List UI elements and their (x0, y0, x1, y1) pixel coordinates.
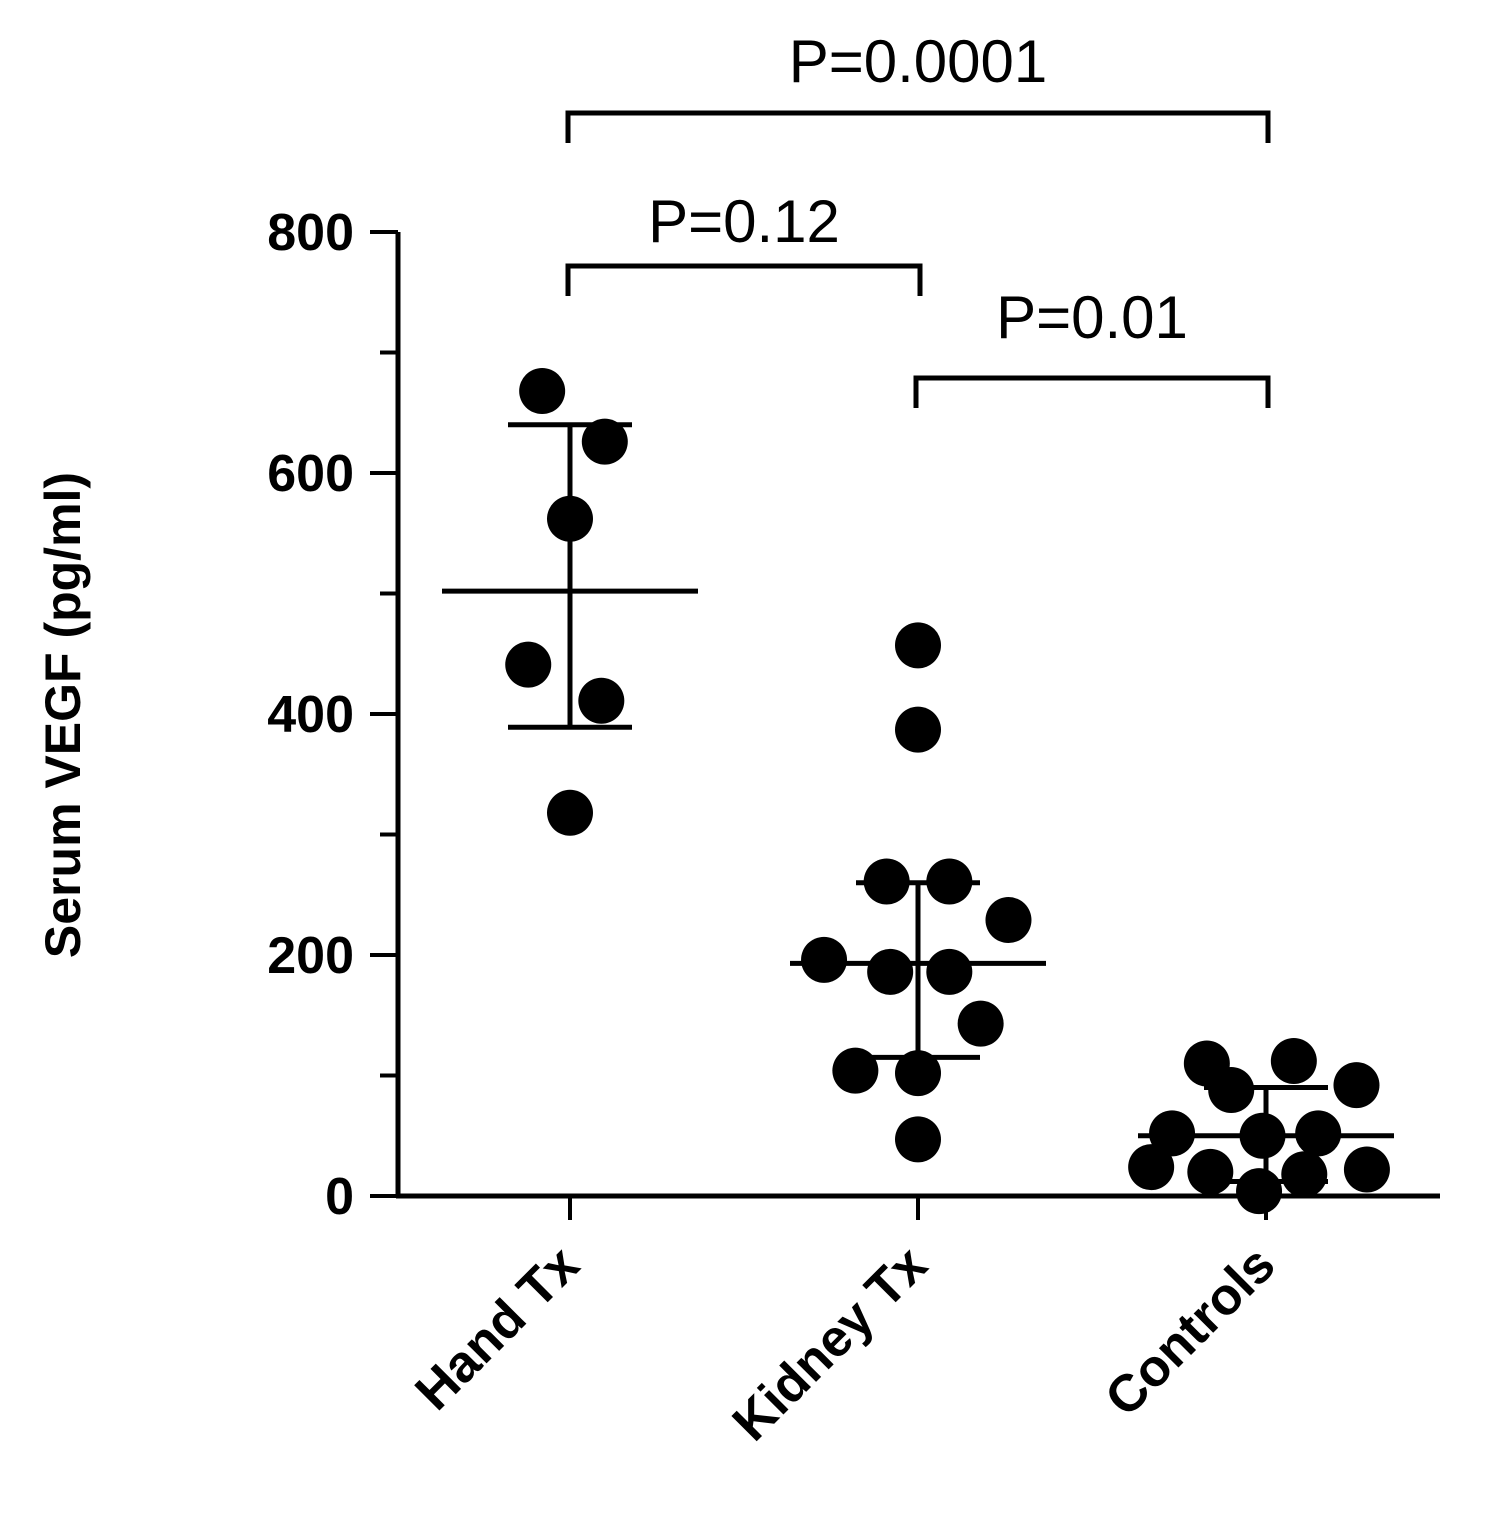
data-point (1270, 1038, 1317, 1085)
data-point (1236, 1168, 1283, 1215)
data-point (505, 641, 552, 688)
data-point (832, 1047, 879, 1094)
x-tick-label: Kidney Tx (722, 1235, 939, 1452)
data-point (957, 1000, 1004, 1047)
data-point (895, 706, 941, 753)
data-point (1333, 1062, 1380, 1109)
x-tick-label: Hand Tx (404, 1235, 590, 1421)
p-value-label: P=0.0001 (789, 28, 1048, 95)
data-point (1343, 1146, 1390, 1193)
data-point (801, 936, 848, 983)
data-point (581, 418, 628, 465)
data-point (895, 622, 941, 669)
y-tick-label: 200 (267, 927, 354, 985)
significance-bracket (913, 375, 1271, 408)
y-axis-label: Serum VEGF (pg/ml) (35, 472, 91, 958)
data-point (547, 789, 593, 836)
y-tick-label: 400 (267, 686, 354, 744)
significance-bracket (565, 110, 1271, 143)
data-point (926, 948, 973, 995)
data-point (519, 368, 566, 415)
y-tick-label: 600 (267, 445, 354, 503)
data-point (578, 677, 625, 724)
x-tick-label: Controls (1094, 1235, 1286, 1427)
plot-area: 0 200 400 600 800 Hand Tx Kidney Tx Controls P=0… (267, 28, 1440, 1452)
data-point (1281, 1151, 1328, 1198)
significance-bracket (565, 263, 923, 296)
data-point (867, 948, 914, 995)
data-point (1128, 1144, 1175, 1191)
y-axis-label-group: Serum VEGF (pg/ml) (35, 472, 91, 958)
data-point (985, 897, 1032, 944)
y-tick-label: 0 (325, 1168, 354, 1226)
p-value-label: P=0.01 (996, 284, 1188, 351)
data-point (895, 1116, 941, 1163)
data-point (1187, 1148, 1234, 1195)
p-value-label: P=0.12 (648, 188, 840, 255)
data-point (895, 1050, 941, 1097)
y-tick-label: 800 (267, 204, 354, 262)
